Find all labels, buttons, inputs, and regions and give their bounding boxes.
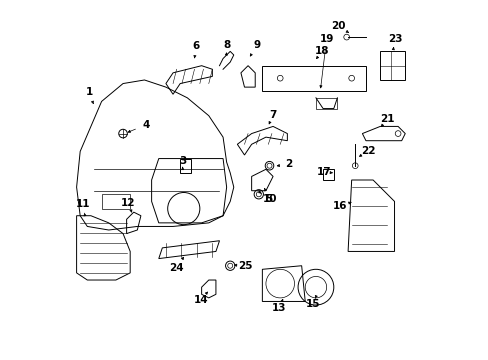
- Text: 8: 8: [224, 40, 230, 50]
- Text: 10: 10: [263, 194, 277, 203]
- Text: 24: 24: [169, 262, 183, 273]
- Text: 15: 15: [305, 299, 320, 309]
- Text: 2: 2: [285, 159, 292, 169]
- Text: 11: 11: [76, 199, 90, 209]
- Text: 25: 25: [238, 261, 252, 271]
- Text: 3: 3: [179, 157, 186, 166]
- Text: 4: 4: [142, 120, 150, 130]
- Text: 14: 14: [193, 295, 208, 305]
- Text: 19: 19: [319, 34, 333, 44]
- Text: 20: 20: [330, 21, 345, 31]
- Text: 6: 6: [192, 41, 200, 51]
- Text: 9: 9: [253, 40, 260, 50]
- Text: 12: 12: [121, 198, 135, 208]
- Text: 23: 23: [387, 34, 402, 44]
- Text: 17: 17: [316, 167, 330, 177]
- Text: 16: 16: [332, 201, 347, 211]
- Text: 5: 5: [264, 194, 272, 203]
- Text: 1: 1: [85, 87, 93, 98]
- Text: 13: 13: [272, 303, 286, 313]
- Text: 18: 18: [314, 46, 329, 57]
- Text: 7: 7: [269, 110, 276, 120]
- Text: 22: 22: [361, 146, 375, 156]
- Text: 21: 21: [379, 113, 394, 123]
